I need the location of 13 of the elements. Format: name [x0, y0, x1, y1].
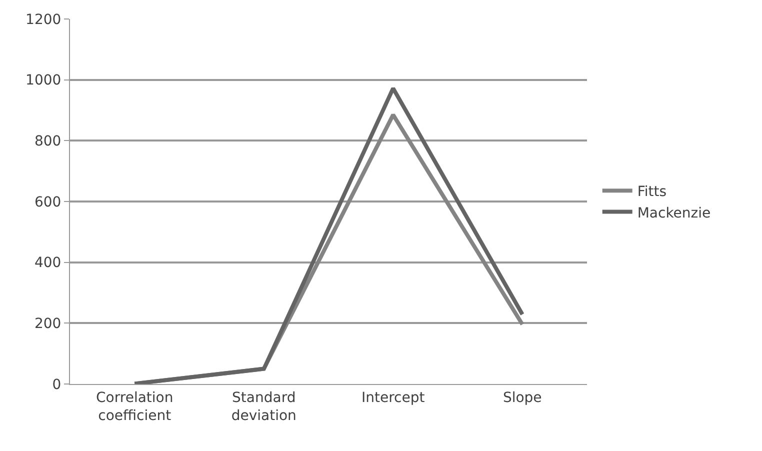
y-tick-label: 1200	[26, 12, 62, 28]
x-tick-label: Standard deviation	[231, 390, 296, 424]
x-tick-label: Slope	[502, 390, 542, 406]
legend-label: Mackenzie	[637, 205, 711, 222]
x-tick-label: Correlation coefficient	[96, 390, 174, 424]
y-tick-label: 400	[34, 255, 62, 272]
y-tick-label: 1000	[26, 72, 62, 89]
x-tick-label: Intercept	[362, 390, 426, 406]
legend-label: Fitts	[637, 184, 667, 200]
y-tick-label: 0	[52, 376, 62, 393]
y-tick-label: 800	[34, 134, 62, 150]
y-tick-label: 600	[34, 194, 62, 210]
y-tick-label: 200	[34, 316, 62, 332]
